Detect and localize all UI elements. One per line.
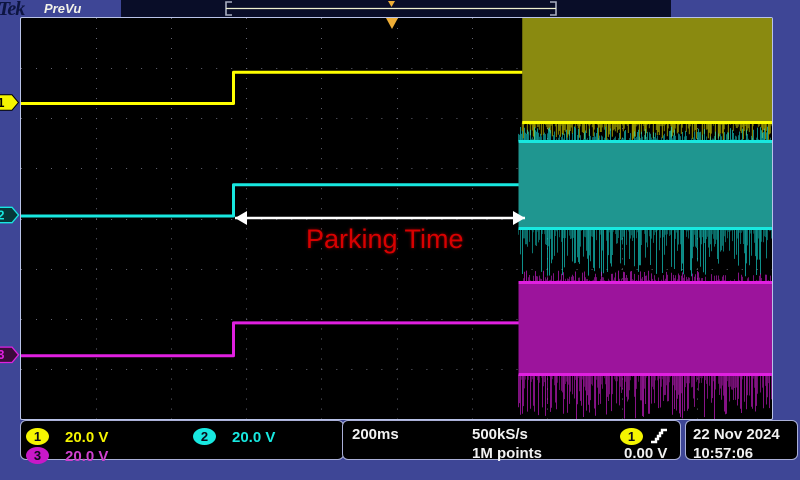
svg-text:1: 1 (0, 96, 5, 110)
svg-text:2: 2 (0, 208, 5, 222)
svg-text:3: 3 (0, 348, 5, 362)
